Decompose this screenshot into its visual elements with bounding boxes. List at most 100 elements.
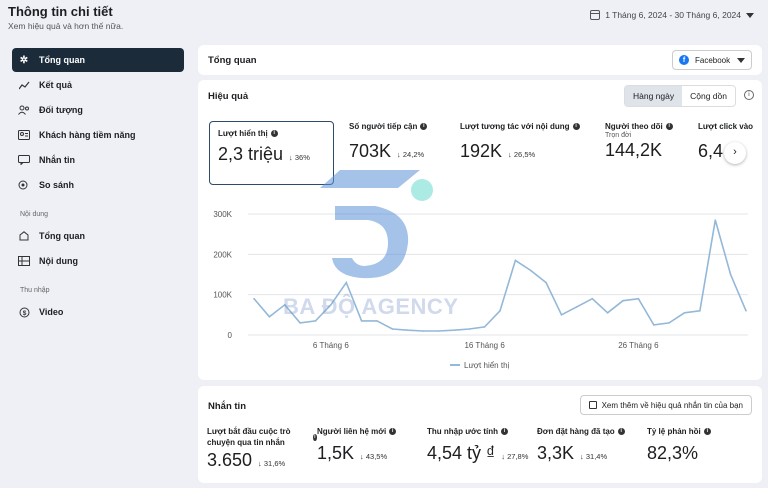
metric-followers[interactable]: Người theo dõi i Trọn đời 144,2K [605,122,673,161]
info-icon[interactable]: i [501,428,509,435]
metric-label: Người liên hệ mới [317,427,387,436]
info-icon[interactable]: i [420,123,428,130]
metric-value: 703K [349,141,392,161]
data-point [637,297,640,300]
facebook-icon: f [679,55,689,65]
y-tick-label: 200K [213,250,232,259]
metric-clicks[interactable]: Lượt click vào 6,4 [698,122,753,162]
info-icon[interactable]: i [312,433,317,441]
period-toggle: Hàng ngày Cộng dồn [624,85,736,107]
metric-delta: ↓ 26,5% [508,150,536,159]
data-point [376,320,378,322]
data-point [299,322,301,324]
metric-sub: Trọn đời [605,132,632,139]
metric-value: 144,2K [605,140,663,160]
metric-delta: ↓ 27,8% [501,452,529,461]
platform-label: Facebook [695,55,731,65]
data-point [483,326,486,328]
sidebar-item-results[interactable]: Kết quả [12,73,184,97]
data-point [560,314,563,316]
data-point [468,328,471,330]
x-tick-label: 16 Tháng 6 [464,341,505,350]
content-overview-icon [18,230,30,242]
toggle-cumulative[interactable]: Cộng dồn [690,91,727,101]
metric-value: 2,3 triệu [218,144,284,164]
msg-metric-orders[interactable]: Đơn đặt hàng đã tạo i 3,3K ↓ 31,4% [537,426,625,464]
overview-title: Tổng quan [208,55,257,66]
data-point [622,299,624,302]
report-icon [588,401,597,409]
messaging-icon [18,154,30,166]
info-icon[interactable]: i [270,130,278,137]
metric-delta: ↓ 36% [289,153,310,162]
metric-label: Lượt click vào [698,122,754,131]
info-icon[interactable]: i [389,428,397,435]
sidebar-item-label: Video [39,307,64,317]
msg-metric-new-contacts[interactable]: Người liên hệ mới i 1,5K ↓ 43,5% [317,426,397,464]
sidebar-item-audience[interactable]: Đối tượng [12,98,184,122]
calendar-icon [590,10,601,20]
platform-select[interactable]: f Facebook [672,50,752,70]
y-tick-label: 300K [213,210,232,219]
data-point [699,310,701,312]
sidebar-item-content-overview[interactable]: Tổng quan [12,224,184,248]
date-range-picker[interactable]: 1 Tháng 6, 2024 - 30 Tháng 6, 2024 [590,10,754,20]
metric-value: 1,5K [317,443,355,463]
metric-label: Tỷ lệ phản hồi [647,427,701,436]
data-point [330,304,332,306]
y-tick-label: 100K [213,291,232,300]
info-icon[interactable]: i [617,428,625,435]
sidebar-item-messaging[interactable]: Nhắn tin [12,148,184,172]
messaging-more-button[interactable]: Xem thêm về hiệu quả nhắn tin của bạn [579,395,752,415]
sidebar-item-overview[interactable]: ✲ Tổng quan [12,48,184,72]
metric-value: 82,3% [647,443,699,463]
data-point [683,312,686,314]
data-point [499,310,501,312]
info-icon[interactable]: i [744,90,754,100]
sidebar-item-label: Nội dung [39,256,78,266]
page-header: Thông tin chi tiết Xem hiệu quả và hơn t… [8,4,123,31]
data-point [253,297,255,300]
metric-value: 3,3K [537,443,575,463]
sidebar-item-label: Khách hàng tiềm năng [39,130,136,140]
msg-metric-income[interactable]: Thu nhập ước tính i 4,54 tỷ ₫ ↓ 27,8% [427,426,528,464]
info-icon[interactable]: i [572,123,580,130]
metric-label: Số người tiếp cận [349,122,418,131]
sidebar-item-label: Tổng quan [39,55,85,65]
compare-icon [18,179,30,191]
metric-label: Thu nhập ước tính [427,427,499,436]
metric-value: 192K [460,141,503,161]
data-point [729,273,732,276]
sidebar-item-video[interactable]: $ Video [12,300,184,324]
sidebar-item-label: Tổng quan [39,231,85,241]
metric-impressions[interactable]: Lượt hiển thị i 2,3 triệu ↓ 36% [209,121,334,185]
metric-engagement[interactable]: Lượt tương tác với nội dung i 192K ↓ 26,5% [460,122,580,162]
msg-metric-response-rate[interactable]: Tỷ lệ phản hồi i 82,3% [647,426,711,464]
sidebar-item-leads[interactable]: Khách hàng tiềm năng [12,123,184,147]
sidebar-item-compare[interactable]: So sánh [12,173,184,197]
msg-metric-conversations[interactable]: Lượt bắt đầu cuộc trò chuyện qua tin nhắ… [207,426,317,471]
data-point [606,312,609,314]
data-point [653,324,655,326]
audience-icon [18,104,30,116]
chevron-down-icon [737,57,745,63]
leads-icon [18,129,30,141]
data-point [714,219,717,221]
data-point [545,281,547,284]
metric-value: 6,4 [698,141,724,161]
metric-label: Lượt hiển thị [218,129,268,138]
sidebar-section-income: Thu nhập [20,287,50,294]
metric-label: Đơn đặt hàng đã tạo [537,427,615,436]
info-icon[interactable]: i [665,123,673,130]
overview-icon: ✲ [19,54,29,66]
metric-reach[interactable]: Số người tiếp cận i 703K ↓ 24,2% [349,122,428,162]
next-metrics-button[interactable]: › [724,142,746,164]
sidebar-item-content[interactable]: Nội dung [12,249,184,273]
data-point [591,297,594,300]
info-icon[interactable]: i [703,428,711,435]
metric-label: Lượt tương tác với nội dung [460,122,570,131]
toggle-daily[interactable]: Hàng ngày [625,86,683,106]
chevron-down-icon [746,12,754,18]
data-point [576,306,578,308]
impressions-chart: 0 100K 200K 300K 6 Tháng 6 16 Tháng 6 26 Tháng… [213,210,748,370]
